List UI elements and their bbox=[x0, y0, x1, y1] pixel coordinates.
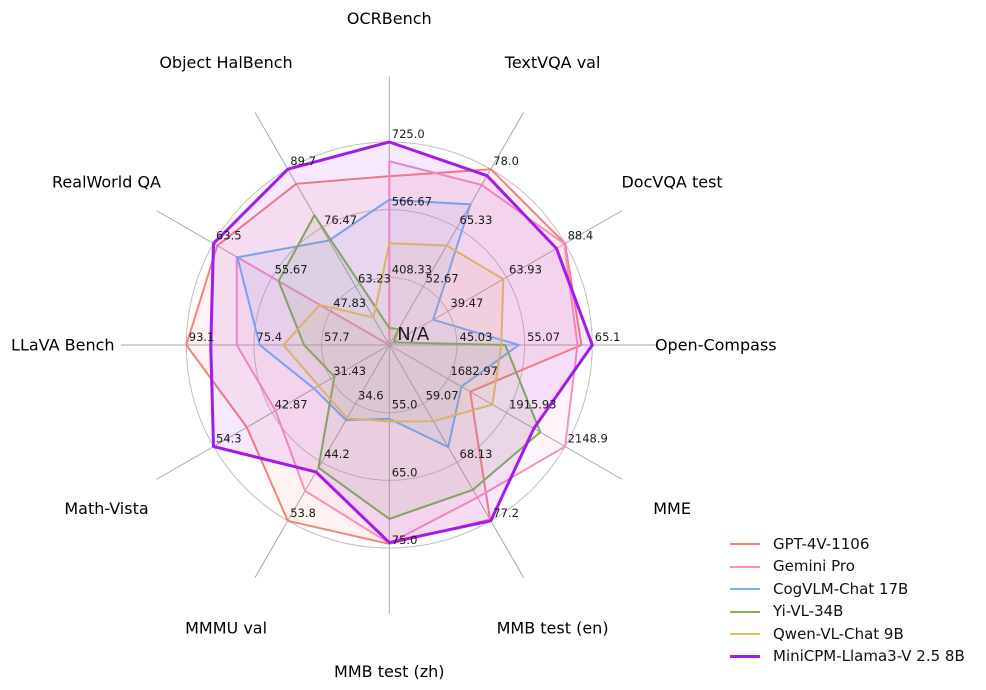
tick-label: 2148.9 bbox=[568, 432, 608, 446]
axis-label-11: RealWorld QA bbox=[52, 172, 161, 191]
axis-label-5: MME bbox=[653, 499, 691, 518]
series-polygon-6 bbox=[209, 140, 594, 545]
tick-label: 65.0 bbox=[392, 465, 418, 479]
axis-label-4: Open-Compass bbox=[655, 336, 777, 355]
axis-label-2: TextVQA val bbox=[504, 53, 601, 72]
axis-label-12: Object HalBench bbox=[159, 53, 292, 72]
tick-label: 78.0 bbox=[493, 154, 519, 168]
tick-label: 65.33 bbox=[460, 213, 493, 227]
tick-label: 47.83 bbox=[333, 296, 366, 310]
legend-label: Yi-VL-34B bbox=[773, 602, 844, 621]
tick-label: 63.5 bbox=[216, 229, 242, 243]
axis-spoke bbox=[388, 344, 524, 578]
tick-label: 55.07 bbox=[527, 330, 560, 344]
legend-swatch-icon bbox=[730, 588, 760, 591]
tick-label: 408.33 bbox=[392, 262, 432, 276]
legend-label: GPT-4V-1106 bbox=[773, 534, 870, 553]
tick-label: 68.13 bbox=[460, 447, 493, 461]
legend-label: Gemini Pro bbox=[773, 557, 855, 576]
axis-spoke bbox=[389, 210, 623, 346]
legend-item: Gemini Pro bbox=[730, 556, 965, 579]
legend-item: CogVLM-Chat 17B bbox=[730, 578, 965, 601]
axis-label-7: MMB test (zh) bbox=[334, 662, 445, 681]
axis-label-3: DocVQA test bbox=[621, 172, 722, 191]
series-polygon-3 bbox=[236, 198, 520, 449]
legend-item: Yi-VL-34B bbox=[730, 601, 965, 624]
axis-spoke bbox=[388, 112, 524, 346]
axis-spoke bbox=[156, 344, 390, 480]
axis-label-1: OCRBench bbox=[347, 9, 432, 28]
axis-label-8: MMMU val bbox=[185, 618, 267, 637]
legend-item: GPT-4V-1106 bbox=[730, 533, 965, 556]
axis-spoke bbox=[389, 344, 623, 480]
tick-label: 75.4 bbox=[257, 330, 283, 344]
axis-spoke bbox=[254, 344, 390, 578]
tick-label: 55.67 bbox=[275, 262, 308, 276]
tick-label: 45.03 bbox=[460, 330, 493, 344]
legend-swatch-icon bbox=[730, 655, 760, 659]
tick-label: 42.87 bbox=[275, 398, 308, 412]
tick-label: 31.43 bbox=[333, 364, 366, 378]
tick-label: 63.93 bbox=[509, 262, 542, 276]
legend-swatch-icon bbox=[730, 565, 760, 568]
tick-label: 34.6 bbox=[358, 389, 384, 403]
tick-label: 53.8 bbox=[290, 506, 316, 520]
legend-item: MiniCPM-Llama3-V 2.5 8B bbox=[730, 646, 965, 669]
tick-label: 566.67 bbox=[392, 195, 432, 209]
tick-label: 725.0 bbox=[392, 127, 425, 141]
tick-label: 1915.93 bbox=[509, 398, 557, 412]
axis-label-9: Math-Vista bbox=[64, 499, 148, 518]
tick-label: 55.0 bbox=[392, 398, 418, 412]
tick-label: 77.2 bbox=[493, 506, 519, 520]
legend-label: CogVLM-Chat 17B bbox=[773, 579, 909, 598]
legend-swatch-icon bbox=[730, 610, 760, 613]
center-label: N/A bbox=[397, 324, 430, 345]
tick-label: 44.2 bbox=[324, 447, 350, 461]
tick-label: 54.3 bbox=[216, 432, 242, 446]
tick-label: 1682.97 bbox=[450, 364, 498, 378]
tick-label: 93.1 bbox=[189, 330, 215, 344]
tick-label: 75.0 bbox=[392, 533, 418, 547]
series-polygon-5 bbox=[282, 242, 505, 423]
tick-label: 52.67 bbox=[426, 271, 459, 285]
legend-swatch-icon bbox=[730, 543, 760, 546]
tick-label: 39.47 bbox=[450, 296, 483, 310]
tick-label: 88.4 bbox=[568, 229, 594, 243]
axis-label-10: LLaVA Bench bbox=[11, 336, 114, 355]
tick-label: 89.7 bbox=[290, 154, 316, 168]
axis-label-6: MMB test (en) bbox=[497, 618, 609, 637]
tick-label: 59.07 bbox=[426, 389, 459, 403]
legend-swatch-icon bbox=[730, 633, 760, 636]
legend: GPT-4V-1106 Gemini Pro CogVLM-Chat 17B Yi-V… bbox=[730, 533, 965, 668]
series-polygon-4 bbox=[277, 214, 542, 520]
legend-label: Qwen-VL-Chat 9B bbox=[773, 624, 904, 643]
legend-item: Qwen-VL-Chat 9B bbox=[730, 623, 965, 646]
tick-label: 57.7 bbox=[324, 330, 350, 344]
tick-label: 65.1 bbox=[595, 330, 621, 344]
tick-label: 63.23 bbox=[358, 271, 391, 285]
legend-label: MiniCPM-Llama3-V 2.5 8B bbox=[773, 647, 965, 666]
tick-label: 76.47 bbox=[324, 213, 357, 227]
